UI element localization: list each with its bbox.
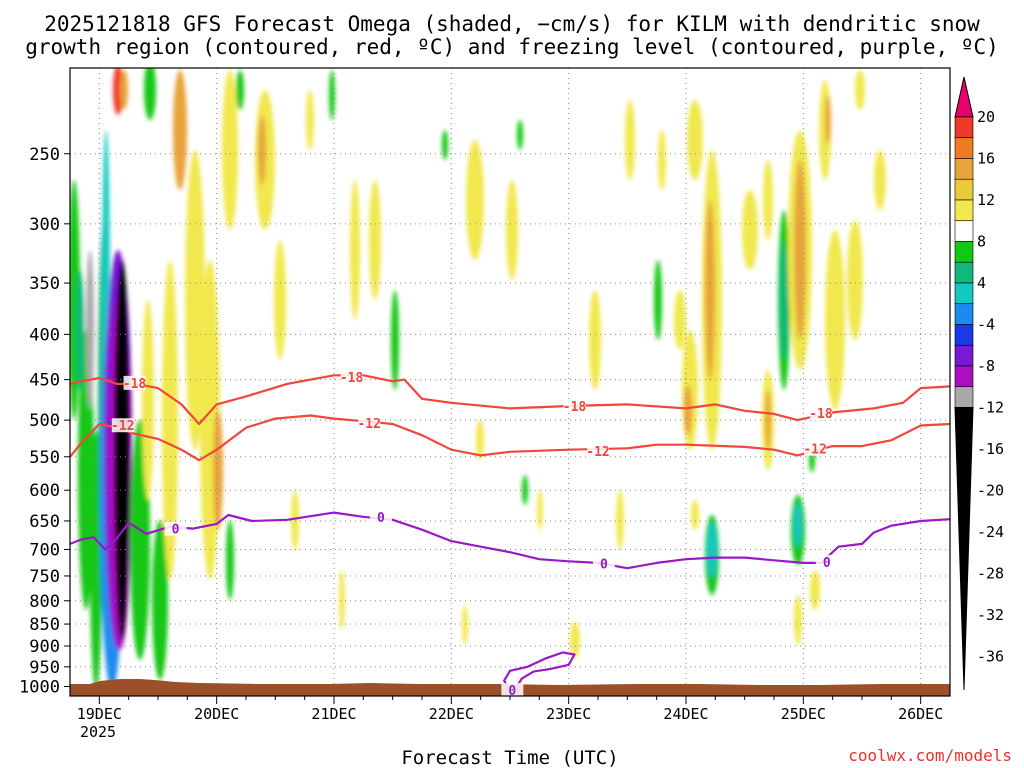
- chart-title-line2: growth region (contoured, red, ºC) and f…: [25, 35, 999, 59]
- colorbar-label: 4: [977, 274, 986, 292]
- colorbar-label: -4: [977, 316, 995, 334]
- y-tick-label: 700: [29, 540, 60, 560]
- colorbar-bottom-arrow: [954, 407, 974, 691]
- colorbar-label: -16: [977, 440, 1004, 458]
- contour-label: -12: [357, 417, 380, 432]
- y-tick-label: 950: [29, 658, 60, 678]
- contour-label-bg: [815, 554, 838, 569]
- contour-label-bg: [358, 415, 381, 430]
- contour-line-1: [70, 414, 950, 462]
- x-tick-label: 24DEC: [663, 705, 708, 723]
- colorbar-label: 16: [977, 150, 995, 168]
- colorbar-swatch: [954, 324, 974, 346]
- contour-label: 0: [823, 556, 831, 571]
- colorbar-swatch: [954, 365, 974, 388]
- colorbar-swatch: [954, 303, 974, 325]
- y-tick-label: 600: [29, 481, 60, 501]
- contour-label: -18: [123, 377, 147, 392]
- contour-label: -12: [803, 443, 826, 458]
- y-tick-label: 350: [29, 274, 60, 294]
- contour-label: 0: [377, 511, 385, 526]
- colorbar-label: -8: [977, 357, 995, 375]
- colorbar-swatch: [954, 158, 974, 180]
- contour-line-0: [70, 374, 950, 426]
- colorbar-swatch: [954, 282, 974, 305]
- x-year-label: 2025: [80, 723, 116, 741]
- plot-area: -18 -18 -18 -18 -12 -12 -12 -12 0 0 0 0 0: [70, 68, 950, 699]
- y-tick-label: 900: [29, 637, 60, 657]
- contour-label: -12: [111, 419, 134, 434]
- contour-label-bg: [587, 443, 609, 458]
- temperature-contours: -18 -18 -18 -18 -12 -12 -12 -12 0 0 0 0 0: [70, 369, 950, 699]
- contour-label-bg: [123, 375, 146, 390]
- contour-label-bg: [563, 398, 586, 413]
- x-tick-label: 19DEC: [77, 705, 122, 723]
- colorbar-swatch: [954, 137, 974, 159]
- colorbar-label: -32: [977, 606, 1004, 624]
- colorbar-label: 8: [977, 233, 986, 251]
- contour-line-3: [503, 651, 576, 691]
- contour-label: 0: [172, 523, 180, 538]
- contour-label: -18: [340, 371, 364, 386]
- contour-label-bg: [809, 405, 832, 420]
- colorbar-label: -12: [977, 399, 1004, 417]
- contour-label: -12: [586, 445, 609, 460]
- contour-label: -18: [563, 400, 587, 415]
- colorbar-label: -20: [977, 482, 1004, 500]
- y-tick-label: 550: [29, 448, 60, 468]
- y-tick-label: 800: [29, 592, 60, 612]
- x-tick-label: 23DEC: [546, 705, 591, 723]
- colorbar-swatch: [954, 386, 974, 408]
- x-tick-label: 21DEC: [311, 705, 356, 723]
- colorbar-swatch: [954, 261, 974, 284]
- contour-label-bg: [164, 521, 187, 536]
- y-tick-label: 450: [29, 371, 60, 391]
- x-tick-label: 26DEC: [898, 705, 943, 723]
- y-tick-label: 400: [29, 325, 60, 345]
- x-axis: 19DEC 20DEC 21DEC 22DEC 23DEC 24DEC 25DEC 26DEC: [77, 696, 943, 723]
- x-axis-label: Forecast Time (UTC): [401, 747, 618, 768]
- colorbar-label: -28: [977, 565, 1004, 583]
- colorbar-label: 12: [977, 191, 995, 209]
- contour-label: 0: [508, 684, 516, 699]
- contour-label-bg: [369, 509, 392, 524]
- x-tick-label: 22DEC: [429, 705, 474, 723]
- x-tick-label: 25DEC: [781, 705, 826, 723]
- colorbar-swatch: [954, 178, 974, 201]
- y-tick-label: 750: [29, 567, 60, 587]
- contour-label-bg: [592, 556, 615, 571]
- contour-label-bg: [804, 441, 827, 456]
- y-tick-label: 850: [29, 615, 60, 635]
- contour-label: 0: [600, 558, 608, 573]
- contour-label-bg: [501, 683, 524, 696]
- colorbar-label: -36: [977, 648, 1004, 666]
- omega-shading: [70, 68, 886, 690]
- y-tick-label: 650: [29, 512, 60, 532]
- colorbar-label: 20: [977, 108, 995, 126]
- contour-label-bg: [340, 369, 363, 384]
- credit-text: coolwx.com/models: [848, 746, 1012, 765]
- y-tick-label: 1000: [19, 678, 60, 698]
- x-tick-label: 20DEC: [194, 705, 239, 723]
- y-tick-label: 250: [29, 145, 60, 165]
- colorbar-swatch: [954, 199, 974, 222]
- colorbar-swatch: [954, 116, 974, 139]
- colorbar-swatch: [954, 220, 974, 242]
- colorbar-swatch: [954, 344, 974, 367]
- colorbar: 20 16 12 8 4 -4 -8 -12 -16 -20 -24 -28 -32 -36: [954, 76, 1004, 691]
- y-tick-label: 300: [29, 215, 60, 235]
- chart-title-line1: 2025121818 GFS Forecast Omega (shaded, −…: [44, 12, 980, 36]
- colorbar-label: -24: [977, 523, 1004, 541]
- contour-label-bg: [111, 418, 134, 433]
- contour-label: -18: [809, 407, 833, 422]
- y-axis: 2503003504004505005506006507007508008509…: [19, 145, 70, 698]
- colorbar-swatch: [954, 241, 974, 263]
- colorbar-top-arrow: [954, 76, 974, 118]
- y-tick-label: 500: [29, 411, 60, 431]
